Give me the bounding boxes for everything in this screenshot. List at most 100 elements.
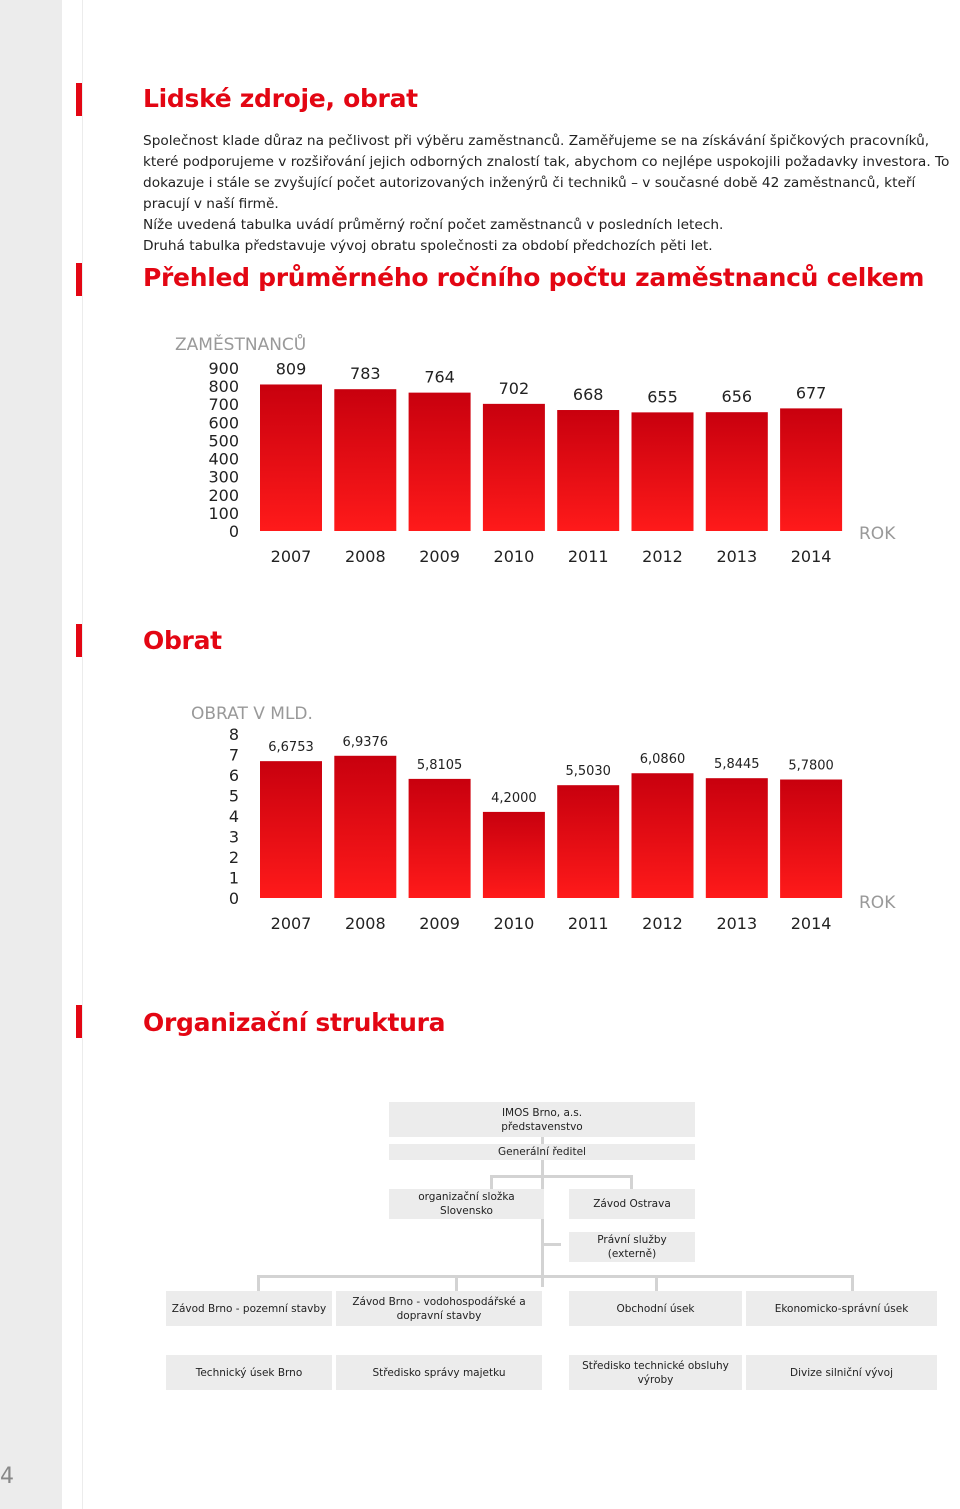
bar-2013	[705, 778, 768, 898]
x-tick-label-2011: 2011	[568, 914, 609, 933]
bar-2008	[334, 389, 397, 531]
value-label-2007: 6,6753	[268, 740, 314, 755]
org-box-property: Středisko správy majetku	[336, 1355, 542, 1390]
x-tick-label-2009: 2009	[419, 547, 460, 566]
value-label-2009: 5,8105	[417, 758, 463, 773]
value-label-2008: 6,9376	[343, 735, 389, 750]
bar-2014	[780, 408, 843, 531]
y-tick-label: 500	[208, 431, 239, 450]
sidebar-divider	[82, 0, 83, 1509]
value-label-2011: 5,5030	[565, 764, 611, 779]
value-label-2013: 5,8445	[714, 757, 760, 772]
org-connector-drop-4	[851, 1275, 854, 1291]
y-tick-label: 5	[229, 787, 239, 806]
x-tick-label-2010: 2010	[494, 547, 535, 566]
org-box-company: IMOS Brno, a.s. představenstvo	[389, 1102, 695, 1137]
y-tick-label: 8	[229, 725, 239, 744]
y-tick-label: 700	[208, 395, 239, 414]
bar-2012	[631, 412, 694, 531]
org-connector-top-branch	[490, 1175, 632, 1178]
section-title-employees: Přehled průměrného ročního počtu zaměstn…	[143, 263, 925, 292]
value-label-2009: 764	[424, 368, 455, 387]
org-connector-drop-3	[655, 1275, 658, 1291]
org-box-tech-service: Středisko technické obsluhy výroby	[569, 1355, 742, 1390]
value-label-2012: 655	[647, 387, 678, 406]
bar-2010	[482, 403, 545, 531]
org-box-slovakia: organizační složka Slovensko	[389, 1189, 544, 1219]
y-tick-label: 7	[229, 746, 239, 765]
y-tick-label: 0	[229, 522, 239, 541]
value-label-2014: 677	[796, 383, 827, 402]
value-label-2007: 809	[276, 359, 307, 378]
intro-paragraph-2: Níže uvedená tabulka uvádí průměrný ročn…	[143, 217, 724, 233]
org-connector-slovakia	[490, 1175, 493, 1189]
x-tick-label-2009: 2009	[419, 914, 460, 933]
bar-2010	[482, 811, 545, 898]
org-box-legal: Právní služby (externě)	[569, 1232, 695, 1262]
bar-2008	[334, 755, 397, 898]
section-marker-org	[76, 1005, 82, 1038]
org-box-ostrava: Závod Ostrava	[569, 1189, 695, 1219]
x-tick-label-2012: 2012	[642, 547, 683, 566]
y-tick-label: 3	[229, 828, 239, 847]
bar-2007	[260, 761, 322, 898]
value-label-2012: 6,0860	[640, 752, 686, 767]
y-tick-label: 1	[229, 869, 239, 888]
x-tick-label-2012: 2012	[642, 914, 683, 933]
y-tick-label: 600	[208, 413, 239, 432]
x-tick-label-2013: 2013	[716, 914, 757, 933]
value-label-2011: 668	[573, 385, 604, 404]
section-title-org: Organizační struktura	[143, 1008, 446, 1037]
x-tick-label-2007: 2007	[271, 914, 312, 933]
y-tick-label: 2	[229, 848, 239, 867]
intro-paragraph-1: Společnost klade důraz na pečlivost při …	[143, 133, 950, 212]
left-sidebar	[0, 0, 62, 1509]
y-tick-label: 800	[208, 377, 239, 396]
x-axis-label: ROK	[859, 524, 896, 544]
y-tick-label: 900	[208, 359, 239, 378]
x-tick-label-2008: 2008	[345, 914, 386, 933]
turnover-chart: OBRAT V MLD.8 76 54 32 10 6,6753 2007 6,9376 200…	[191, 704, 896, 933]
bar-2011	[557, 785, 620, 898]
bar-2014	[780, 779, 843, 898]
y-axis-label: ZAMĚSTNANCŮ	[175, 333, 306, 355]
x-tick-label-2014: 2014	[791, 914, 832, 933]
y-tick-label: 100	[208, 504, 239, 523]
y-tick-label: 400	[208, 450, 239, 469]
bar-2009	[408, 392, 471, 531]
org-connector-main-branch	[257, 1275, 854, 1278]
x-tick-label-2013: 2013	[716, 547, 757, 566]
value-label-2010: 4,2000	[491, 791, 537, 806]
org-box-road: Divize silniční vývoj	[746, 1355, 937, 1390]
section-marker-employees	[76, 263, 82, 296]
intro-text: Společnost klade důraz na pečlivost při …	[143, 131, 960, 257]
section-title-hr: Lidské zdroje, obrat	[143, 84, 418, 113]
org-box-commercial: Obchodní úsek	[569, 1291, 742, 1326]
org-box-technical: Technický úsek Brno	[166, 1355, 332, 1390]
x-tick-label-2011: 2011	[568, 547, 609, 566]
y-tick-label: 0	[229, 889, 239, 908]
bar-2011	[557, 410, 620, 531]
x-axis-label: ROK	[859, 893, 896, 913]
section-marker-hr	[76, 83, 82, 116]
section-marker-turnover	[76, 624, 82, 657]
org-box-economic: Ekonomicko-správní úsek	[746, 1291, 937, 1326]
y-tick-label: 300	[208, 468, 239, 487]
bar-2012	[631, 773, 694, 898]
y-tick-label: 200	[208, 486, 239, 505]
bar-2007	[260, 384, 322, 531]
bar-2009	[408, 778, 471, 898]
bar-2013	[705, 412, 768, 531]
value-label-2013: 656	[722, 387, 753, 406]
value-label-2014: 5,7800	[788, 759, 834, 774]
value-label-2008: 783	[350, 364, 381, 383]
org-board: představenstvo	[501, 1120, 583, 1133]
y-tick-label: 6	[229, 766, 239, 785]
y-tick-label: 4	[229, 807, 239, 826]
x-tick-label-2014: 2014	[791, 547, 832, 566]
page-number: 4	[0, 1464, 14, 1489]
x-tick-label-2008: 2008	[345, 547, 386, 566]
org-connector-drop-1	[257, 1275, 260, 1291]
